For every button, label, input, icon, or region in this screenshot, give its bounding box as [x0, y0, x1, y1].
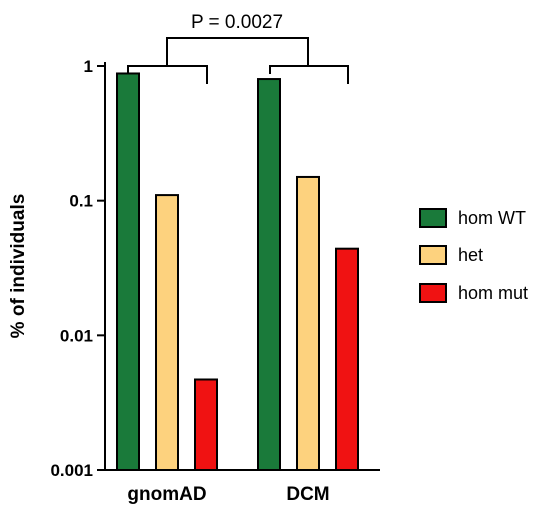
bar-dcm-hom-wt [257, 78, 281, 472]
bars [116, 72, 359, 472]
y-ticks: 0.001 0.01 0.1 1 [50, 57, 105, 480]
legend: hom WT het hom mut [419, 208, 528, 303]
y-tick-label: 0.001 [50, 461, 93, 480]
bar-gnomad-het [155, 194, 179, 472]
bar-gnomad-hom-wt [116, 72, 140, 472]
category-label-gnomad: gnomAD [127, 484, 206, 505]
bracket-top [166, 37, 309, 66]
legend-label-hom-mut: hom mut [458, 283, 528, 303]
y-tick-label: 0.01 [60, 326, 93, 345]
bar-gnomad-hom-mut [194, 378, 218, 471]
legend-label-hom-wt: hom WT [458, 208, 526, 228]
y-tick-label: 0.1 [69, 192, 93, 211]
p-value-annotation: P = 0.0027 [191, 12, 283, 33]
legend-swatch-hom-wt [419, 208, 447, 228]
significance-bracket [127, 37, 349, 84]
category-label-dcm: DCM [286, 484, 329, 505]
y-tick-label: 1 [84, 57, 93, 76]
bar-dcm-het [296, 175, 320, 472]
y-axis-title: % of individuals [8, 194, 29, 339]
bar-dcm-hom-mut [335, 247, 359, 471]
bracket-right-inner [269, 65, 349, 84]
legend-swatch-hom-mut [419, 283, 447, 303]
legend-label-het: het [458, 245, 483, 265]
legend-swatch-het [419, 245, 447, 265]
